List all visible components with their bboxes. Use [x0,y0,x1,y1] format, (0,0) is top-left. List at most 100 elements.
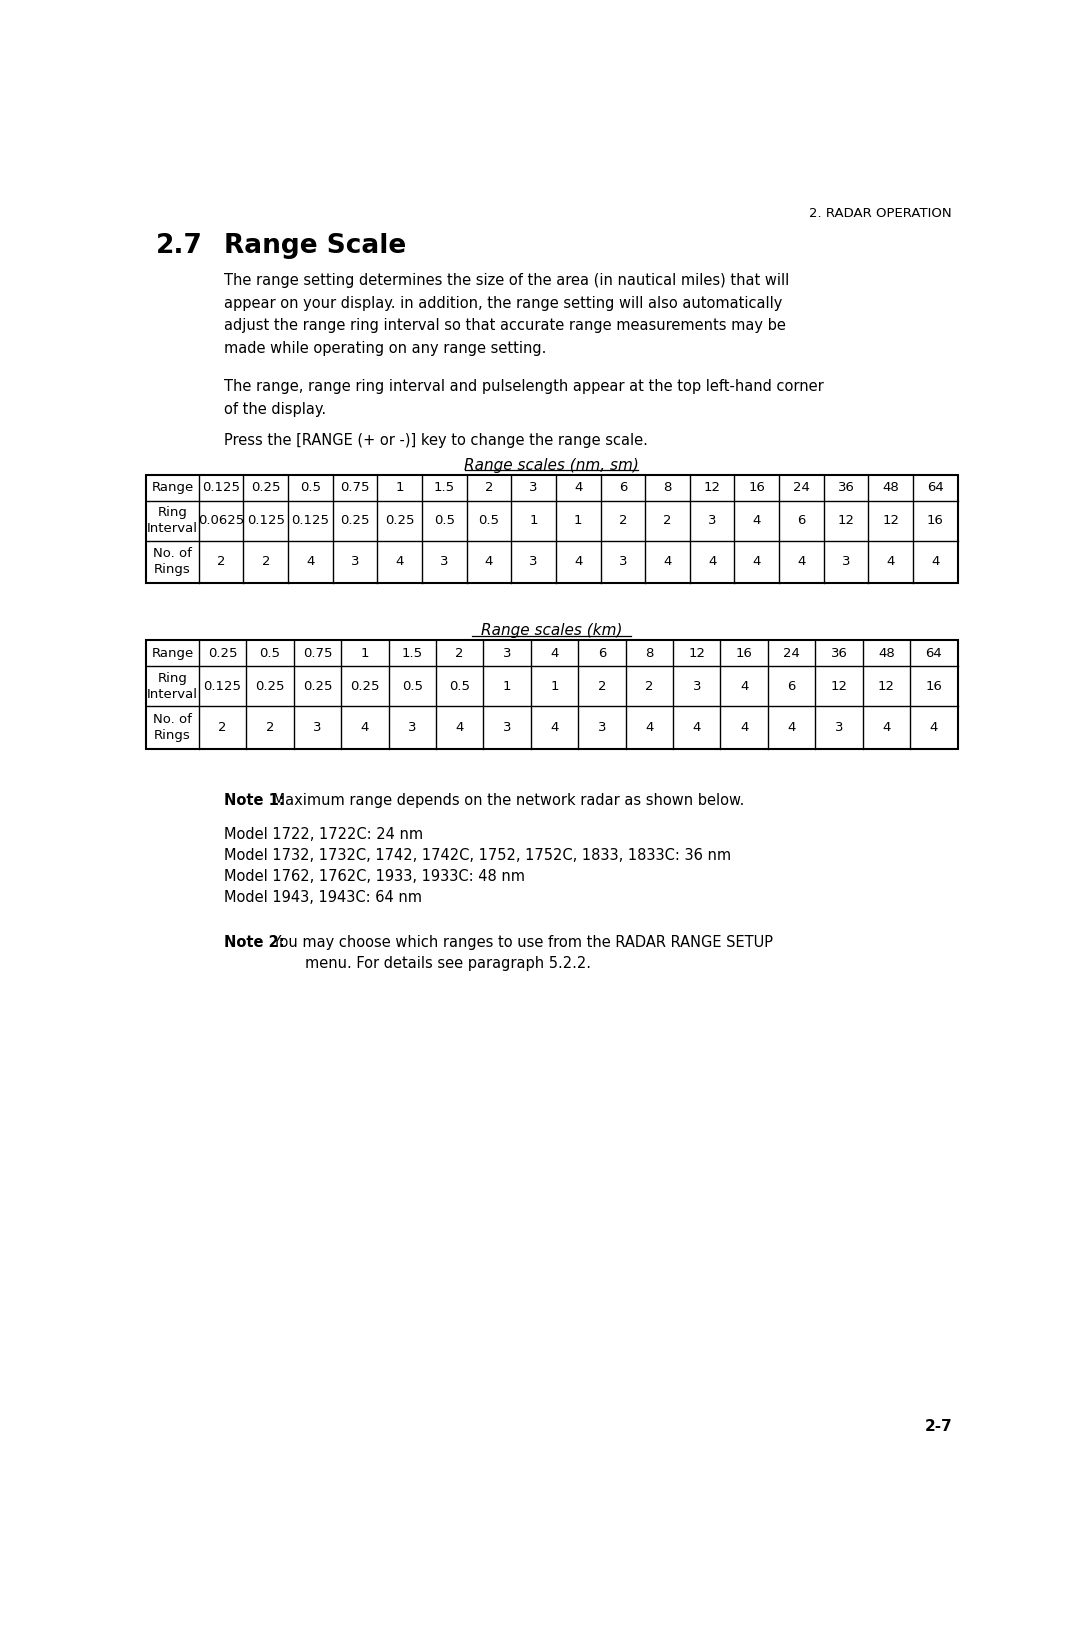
Text: 64: 64 [926,481,944,494]
Text: 2: 2 [597,681,606,694]
Text: 4: 4 [788,721,796,734]
Text: 6: 6 [619,481,627,494]
Text: 0.125: 0.125 [292,514,329,527]
Text: 4: 4 [360,721,369,734]
Text: 4: 4 [550,646,558,659]
Text: 2: 2 [619,514,627,527]
Text: 0.5: 0.5 [300,481,321,494]
Bar [146,640,958,749]
Text: 16: 16 [926,514,944,527]
Text: 2: 2 [217,555,225,568]
Text: Note 2:: Note 2: [224,935,284,950]
Text: 1.5: 1.5 [434,481,455,494]
Text: 0.125: 0.125 [203,681,241,694]
Text: 3: 3 [708,514,717,527]
Text: 2: 2 [484,481,493,494]
Text: 0.75: 0.75 [340,481,370,494]
Text: Model 1732, 1732C, 1742, 1742C, 1752, 1752C, 1833, 1833C: 36 nm: Model 1732, 1732C, 1742, 1742C, 1752, 17… [224,849,731,863]
Text: 4: 4 [931,555,939,568]
Text: Range: Range [152,646,194,659]
Text: 36: 36 [831,646,848,659]
Text: 4: 4 [646,721,653,734]
Text: 0.5: 0.5 [401,681,423,694]
Text: 4: 4 [797,555,806,568]
Text: 3: 3 [693,681,700,694]
Text: 2. RADAR OPERATION: 2. RADAR OPERATION [809,207,952,220]
Text: 0.25: 0.25 [350,681,380,694]
Text: 3: 3 [408,721,416,734]
Text: 1: 1 [550,681,558,694]
Text: 4: 4 [307,555,314,568]
Text: 24: 24 [793,481,810,494]
Text: 12: 12 [831,681,848,694]
Text: 6: 6 [597,646,606,659]
Text: 2: 2 [266,721,274,734]
Text: 0.0625: 0.0625 [198,514,244,527]
Text: 12: 12 [878,681,895,694]
Text: 4: 4 [752,555,761,568]
Text: 3: 3 [502,721,511,734]
Text: 8: 8 [663,481,671,494]
Text: menu. For details see paragraph 5.2.2.: menu. For details see paragraph 5.2.2. [268,956,591,971]
Text: 3: 3 [313,721,322,734]
Text: 0.25: 0.25 [251,481,281,494]
Text: 0.5: 0.5 [449,681,470,694]
Text: 8: 8 [646,646,653,659]
Text: Range: Range [152,481,194,494]
Text: 12: 12 [704,481,721,494]
Text: 4: 4 [663,555,671,568]
Text: 0.5: 0.5 [479,514,499,527]
Text: 4: 4 [693,721,700,734]
Text: 16: 16 [736,646,752,659]
Text: 12: 12 [689,646,705,659]
Text: 16: 16 [925,681,943,694]
Text: 1: 1 [529,514,538,527]
Text: Ring
Interval: Ring Interval [147,672,198,700]
Text: 4: 4 [574,481,582,494]
Text: 48: 48 [878,646,895,659]
Text: Model 1943, 1943C: 64 nm: Model 1943, 1943C: 64 nm [224,889,422,904]
Text: 2: 2 [261,555,270,568]
Text: 6: 6 [797,514,806,527]
Text: 0.25: 0.25 [340,514,370,527]
Text: 4: 4 [574,555,582,568]
Text: Range scales (nm, sm): Range scales (nm, sm) [464,457,639,473]
Text: 6: 6 [788,681,796,694]
Text: 0.25: 0.25 [385,514,414,527]
Text: You may choose which ranges to use from the RADAR RANGE SETUP: You may choose which ranges to use from … [268,935,773,950]
Text: 48: 48 [882,481,898,494]
Text: 3: 3 [351,555,359,568]
Text: 4: 4 [485,555,493,568]
Text: 3: 3 [502,646,511,659]
Text: No. of
Rings: No. of Rings [153,547,192,576]
Text: 4: 4 [708,555,717,568]
Text: 0.125: 0.125 [202,481,240,494]
Text: 36: 36 [837,481,854,494]
Text: Note 1:: Note 1: [224,793,284,808]
Text: 4: 4 [740,681,748,694]
Text: Model 1762, 1762C, 1933, 1933C: 48 nm: Model 1762, 1762C, 1933, 1933C: 48 nm [224,868,525,885]
Text: 1: 1 [395,481,404,494]
Text: 3: 3 [841,555,850,568]
Text: 3: 3 [529,481,538,494]
Text: 0.5: 0.5 [259,646,281,659]
Text: 4: 4 [740,721,748,734]
Text: 24: 24 [783,646,801,659]
Text: Range Scale: Range Scale [224,233,406,259]
Text: The range, range ring interval and pulselength appear at the top left-hand corne: The range, range ring interval and pulse… [224,379,823,416]
Text: 64: 64 [925,646,943,659]
Text: 0.75: 0.75 [302,646,332,659]
Text: 4: 4 [455,721,464,734]
Text: 2: 2 [663,514,671,527]
Text: No. of
Rings: No. of Rings [153,713,192,743]
Text: 4: 4 [930,721,938,734]
Text: 0.5: 0.5 [434,514,455,527]
Bar [146,475,958,583]
Text: Range scales (km): Range scales (km) [481,623,622,638]
Text: 4: 4 [752,514,761,527]
Text: 0.25: 0.25 [255,681,285,694]
Text: 2: 2 [218,721,227,734]
Text: 2: 2 [455,646,464,659]
Text: Press the [RANGE (+ or -)] key to change the range scale.: Press the [RANGE (+ or -)] key to change… [224,432,648,449]
Text: 2.7: 2.7 [156,233,203,259]
